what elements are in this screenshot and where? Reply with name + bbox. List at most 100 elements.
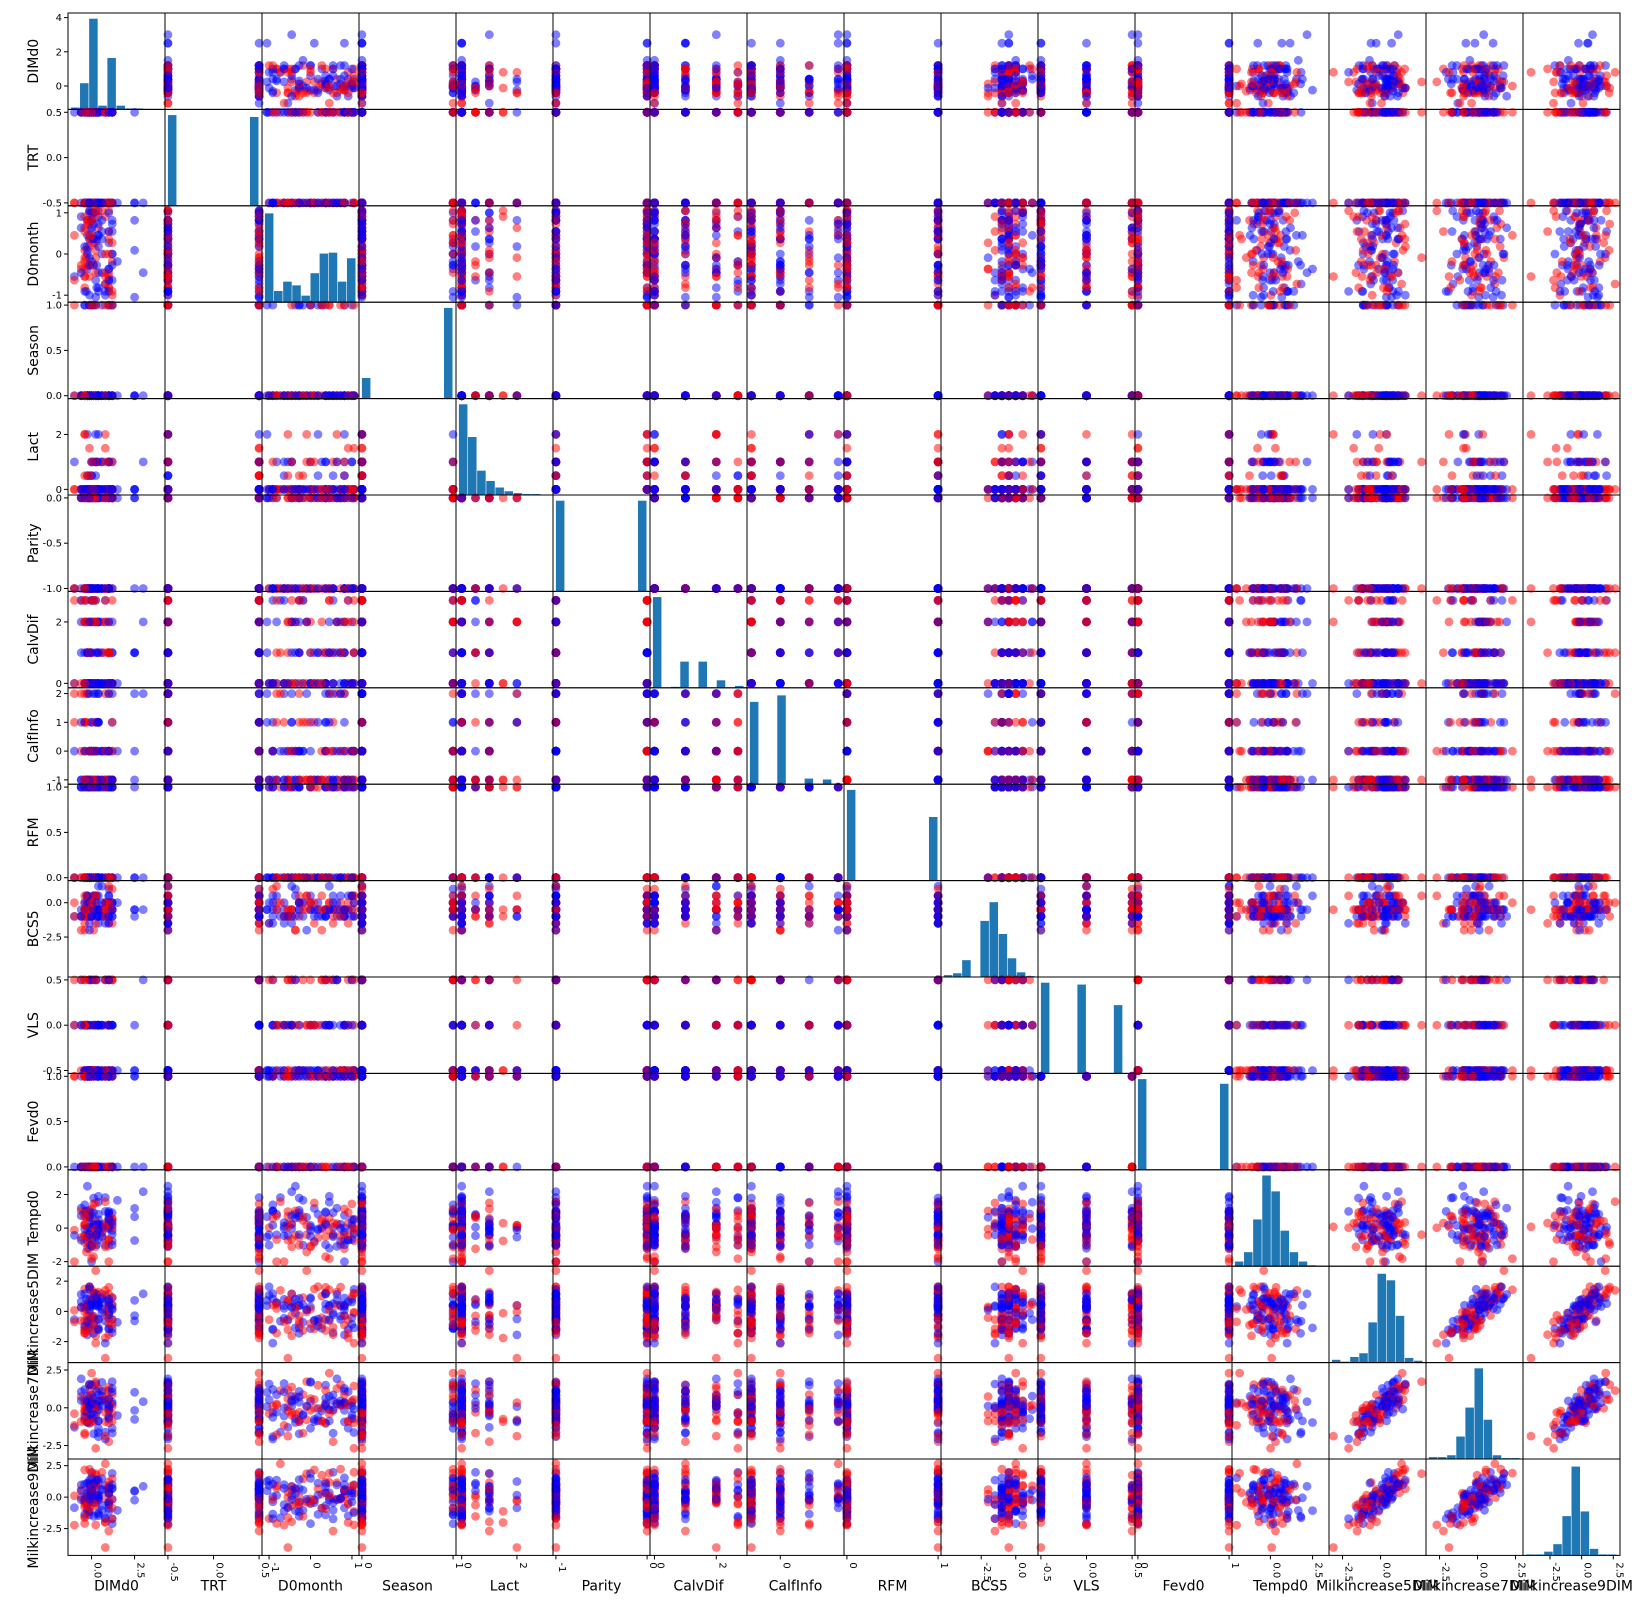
scatter-point	[87, 215, 96, 225]
panel-D0month-CalvDif	[649, 205, 748, 303]
scatter-point	[1602, 71, 1611, 81]
scatter-point	[681, 242, 690, 251]
scatter-point	[484, 234, 494, 244]
scatter-point	[681, 230, 690, 240]
hist-bar	[89, 18, 98, 110]
scatter-point	[650, 208, 659, 218]
scatter-point	[107, 238, 117, 248]
scatter-point	[357, 98, 367, 108]
scatter-point	[340, 38, 349, 48]
scatter-point	[457, 215, 467, 225]
scatter-point	[324, 98, 334, 108]
scatter-point	[1293, 55, 1303, 65]
hist-bar	[107, 57, 116, 110]
scatter-point	[833, 292, 843, 302]
scatter-point	[512, 253, 522, 263]
scatter-point	[457, 264, 467, 274]
scatter-point	[309, 38, 319, 48]
scatter-point	[1018, 64, 1028, 74]
scatter-point	[349, 77, 359, 87]
hist-bar	[346, 258, 356, 303]
scatter-point	[733, 81, 743, 91]
panel-TRT-Season	[357, 107, 458, 208]
scatter-point	[1377, 61, 1387, 70]
scatter-point	[357, 38, 367, 48]
scatter-point	[1374, 71, 1384, 81]
panel-DIMd0-RFM	[842, 12, 943, 110]
panel-frame	[552, 205, 651, 303]
scatter-point	[833, 260, 843, 270]
scatter-point	[1377, 83, 1387, 93]
panel-D0month-CalfInfo	[746, 205, 845, 303]
scatter-point	[448, 98, 458, 108]
scatter-point	[1249, 61, 1258, 70]
scatter-point	[1276, 64, 1285, 74]
scatter-point	[733, 212, 743, 222]
scatter-point	[283, 83, 293, 93]
scatter-point	[484, 67, 494, 77]
panel-TRT-Tempd0	[1231, 107, 1330, 208]
panel-frame	[746, 108, 845, 207]
scatter-point	[775, 223, 785, 233]
scatter-point	[1610, 67, 1620, 77]
scatter-point	[711, 238, 721, 248]
scatter-point	[484, 81, 494, 91]
scatter-point	[1004, 61, 1014, 70]
panel-frame	[843, 12, 942, 110]
scatter-point	[833, 30, 843, 40]
scatter-point	[1277, 88, 1287, 98]
scatter-point	[262, 38, 272, 48]
scatter-point	[833, 98, 843, 108]
scatter-point	[1285, 38, 1295, 48]
panel-D0month-RFM	[842, 205, 943, 303]
scatter-point	[340, 81, 349, 91]
panel-DIMd0-Tempd0	[1231, 12, 1330, 110]
panel-DIMd0-Milkincrease9DIM	[1522, 12, 1621, 110]
scatter-point	[775, 64, 785, 74]
scatter-point	[1481, 64, 1491, 74]
scatter-point	[681, 64, 690, 74]
panel-frame	[1037, 108, 1136, 207]
panels	[67, 12, 1621, 1556]
panel-TRT-Parity	[551, 107, 652, 208]
scatter-point	[833, 268, 843, 278]
scatter-point	[1344, 67, 1353, 77]
scatter-point	[681, 249, 690, 259]
scatter-point	[1575, 83, 1584, 93]
scatter-point	[484, 268, 494, 278]
scatter-point	[336, 74, 345, 84]
scatter-point	[1257, 71, 1267, 81]
scatter-point	[711, 215, 721, 225]
panel-frame	[940, 108, 1039, 207]
scatter-point	[1011, 98, 1021, 108]
hist-bar	[319, 253, 329, 303]
scatter-point	[324, 81, 334, 91]
scatter-point	[681, 292, 690, 302]
panel-frame	[1522, 108, 1621, 207]
scatter-point	[711, 283, 721, 293]
hist-bar	[98, 105, 107, 110]
scatter-point	[804, 242, 814, 251]
scatter-point	[1232, 98, 1241, 108]
scatter-point	[1027, 74, 1037, 84]
scatter-point	[91, 206, 101, 216]
panel-TRT-Milkincrease5DIM	[1328, 107, 1427, 208]
scatter-point	[328, 64, 338, 74]
scatter-point	[1466, 81, 1476, 91]
scatter-point	[471, 257, 480, 266]
scatter-point	[104, 264, 114, 274]
panel-DIMd0-D0month	[261, 12, 360, 110]
scatter-point	[1298, 74, 1307, 84]
scatter-point	[711, 83, 721, 93]
hist-bar	[116, 105, 126, 110]
panel-frame	[358, 205, 457, 303]
scatter-point	[332, 81, 342, 91]
panel-D0month-D0month	[261, 205, 360, 303]
panel-frame	[164, 205, 263, 303]
panel-DIMd0-DIMd0	[67, 12, 166, 110]
scatter-point	[804, 234, 814, 244]
scatter-point	[1389, 76, 1398, 86]
panel-DIMd0-CalfInfo	[746, 12, 845, 110]
scatter-point	[1447, 88, 1457, 98]
panel-TRT-CalfInfo	[746, 107, 845, 208]
